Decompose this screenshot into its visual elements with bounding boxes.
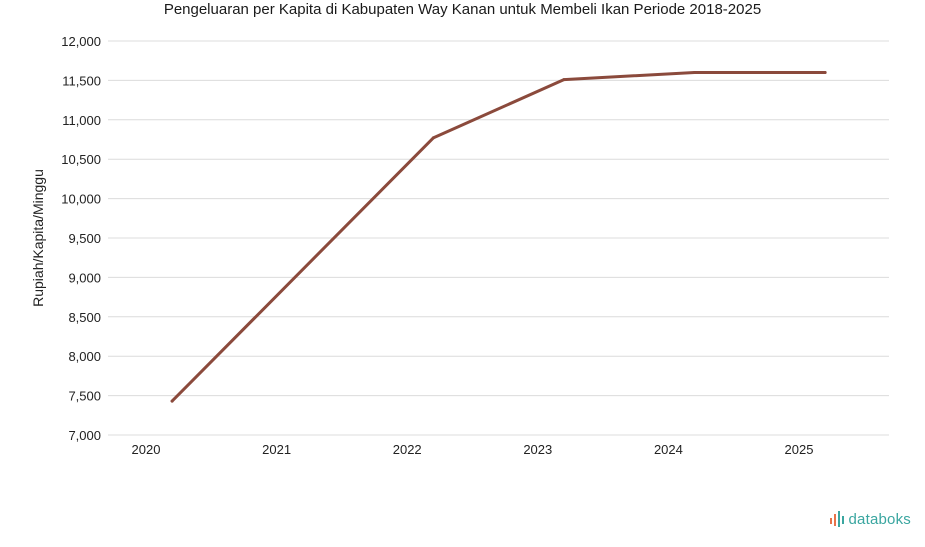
chart-title: Pengeluaran per Kapita di Kabupaten Way … [163,1,762,18]
y-tick-label: 12,000 [61,34,101,49]
series-layer [170,71,827,403]
databoks-bars-icon [829,511,844,527]
y-axis-title: Rupiah/Kapita/Minggu [30,169,46,307]
x-tick-label: 2024 [654,442,683,457]
databoks-logo: databoks [829,510,911,528]
y-tick-label: 10,500 [61,152,101,167]
x-tick-label: 2023 [523,442,552,457]
y-tick-labels: 7,000 7,500 8,000 8,500 9,000 9,500 10,000 10,5… [61,34,101,443]
y-tick-label: 10,000 [61,192,101,207]
x-tick-label: 2020 [132,442,161,457]
data-point [693,71,697,75]
data-point [170,399,174,403]
y-tick-label: 7,500 [68,389,101,404]
y-tick-label: 8,500 [68,310,101,325]
data-point [431,136,435,140]
y-tick-label: 9,000 [68,270,101,285]
y-tick-label: 7,000 [68,428,101,443]
y-tick-label: 8,000 [68,349,101,364]
data-point [823,71,827,75]
x-tick-label: 2021 [262,442,291,457]
series-line [170,71,827,403]
y-tick-label: 11,000 [62,113,101,128]
y-tick-label: 9,500 [68,231,101,246]
y-tick-label: 11,500 [62,73,101,88]
x-tick-label: 2022 [393,442,422,457]
databoks-brand-text: databoks [848,510,911,528]
x-tick-label: 2025 [785,442,814,457]
data-point [562,78,566,82]
grid-layer [108,40,889,436]
x-tick-labels: 2020 2021 2022 2023 2024 2025 [132,442,814,457]
